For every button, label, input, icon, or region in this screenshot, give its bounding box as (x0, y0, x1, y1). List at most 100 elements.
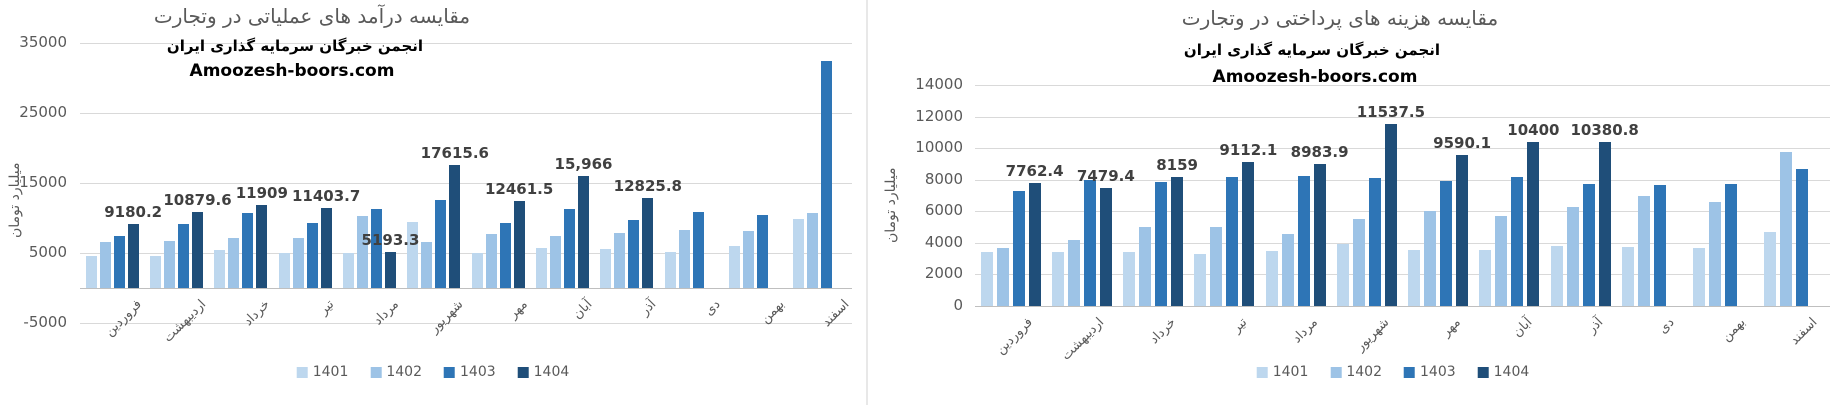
chart-divider (866, 0, 868, 405)
data-label: 9112.1 (1219, 141, 1278, 160)
bar-1402 (357, 215, 368, 288)
bar-1402 (996, 247, 1009, 306)
y-tick-label: 5000 (28, 243, 67, 261)
legend-swatch (517, 366, 529, 378)
data-label: 5193.3 (361, 230, 420, 249)
x-category-label: مرداد (1289, 315, 1322, 347)
bar-1402 (99, 241, 111, 288)
bar-1401 (85, 255, 97, 288)
data-label: 8159 (1156, 156, 1198, 175)
bar-1403 (306, 223, 318, 288)
bar-1402 (1424, 211, 1437, 306)
bar-1403 (1155, 182, 1168, 306)
bar-1403 (692, 212, 704, 288)
bar-1404 (449, 164, 461, 288)
bar-1404 (385, 251, 396, 288)
bar-1403 (757, 215, 768, 288)
legend-item-1402: 1402 (370, 364, 422, 380)
bar-1404 (1456, 154, 1469, 306)
legend-label: 1401 (312, 364, 349, 380)
data-label: 11403.7 (291, 187, 361, 206)
gridline (975, 148, 1830, 150)
bar-1401 (600, 248, 612, 288)
gridline (975, 274, 1830, 276)
bar-1401 (471, 253, 483, 288)
bar-1403 (1083, 179, 1096, 306)
legend-label: 1402 (1346, 364, 1382, 380)
x-axis-line (80, 288, 852, 289)
bar-1403 (1297, 175, 1310, 306)
data-label: 9590.1 (1433, 133, 1492, 152)
bar-1401 (1265, 250, 1278, 306)
gridline (80, 113, 852, 114)
legend-label: 1404 (533, 364, 570, 380)
bar-1403 (1796, 169, 1809, 306)
legend-item-1404: 1404 (517, 364, 570, 380)
gridline (975, 179, 1830, 181)
data-label: 8983.9 (1290, 143, 1349, 162)
bar-1401 (536, 248, 547, 288)
data-label: 11537.5 (1356, 102, 1426, 121)
bar-1402 (678, 229, 690, 288)
bar-1402 (1281, 234, 1294, 306)
legend-swatch (1330, 366, 1342, 378)
data-label: 15,966 (554, 155, 613, 174)
bar-1402 (485, 234, 497, 288)
bar-1404 (1527, 141, 1540, 306)
bar-1404 (1384, 123, 1397, 306)
bar-1401 (150, 255, 161, 288)
x-category-label: بهمن (1719, 315, 1749, 345)
bar-1401 (1693, 248, 1706, 306)
bar-1403 (1582, 183, 1595, 306)
bar-1401 (278, 253, 290, 288)
bar-1404 (127, 223, 139, 288)
bar-1401 (1764, 231, 1777, 306)
bar-1402 (292, 238, 304, 288)
y-tick-label: 35000 (19, 33, 67, 51)
gridline (80, 253, 852, 254)
y-tick-label: 12000 (915, 106, 963, 125)
y-tick-label: 8000 (924, 169, 963, 188)
bar-1402 (421, 241, 433, 288)
bar-1402 (1495, 216, 1508, 306)
bar-1401 (1194, 253, 1207, 306)
bar-1401 (1408, 249, 1421, 306)
bar-1401 (980, 252, 993, 306)
legend-item-1404: 1404 (1477, 364, 1530, 380)
bar-1404 (192, 211, 203, 288)
data-label: 11909 (235, 183, 288, 202)
gridline (975, 85, 1830, 86)
data-label: 7479.4 (1076, 166, 1135, 185)
x-category-label: شهریور (1353, 315, 1393, 355)
bar-1404 (1171, 177, 1184, 306)
bar-1404 (578, 176, 589, 288)
bar-1404 (1598, 142, 1611, 306)
bar-1402 (228, 237, 240, 288)
operating-revenue-chart: مقایسه درآمد های عملیاتی در وتجارت انجمن… (0, 0, 866, 405)
bar-1401 (407, 222, 419, 288)
legend-label: 1404 (1493, 364, 1530, 380)
legend-swatch (444, 366, 455, 378)
website-watermark: Amoozesh-boors.com (189, 61, 395, 81)
bar-1401 (1621, 246, 1634, 306)
bar-1401 (343, 253, 354, 288)
gridline (975, 306, 1830, 307)
y-tick-label: 2000 (924, 264, 963, 283)
bar-1401 (1479, 249, 1492, 306)
bar-1403 (1653, 185, 1666, 306)
bar-1403 (1226, 176, 1239, 306)
bar-1402 (1566, 206, 1579, 306)
x-category-label: تیر (1228, 315, 1250, 337)
bar-1401 (214, 250, 226, 288)
bar-1402 (614, 232, 626, 288)
bar-1403 (435, 199, 447, 288)
legend-item-1402: 1402 (1330, 364, 1382, 380)
bar-1402 (1139, 227, 1152, 306)
bar-1404 (1242, 162, 1255, 306)
data-label: 12461.5 (484, 179, 554, 198)
data-label: 12825.8 (613, 177, 682, 196)
bar-1402 (1709, 201, 1722, 306)
bar-1404 (1313, 164, 1326, 306)
bar-1401 (793, 218, 805, 288)
